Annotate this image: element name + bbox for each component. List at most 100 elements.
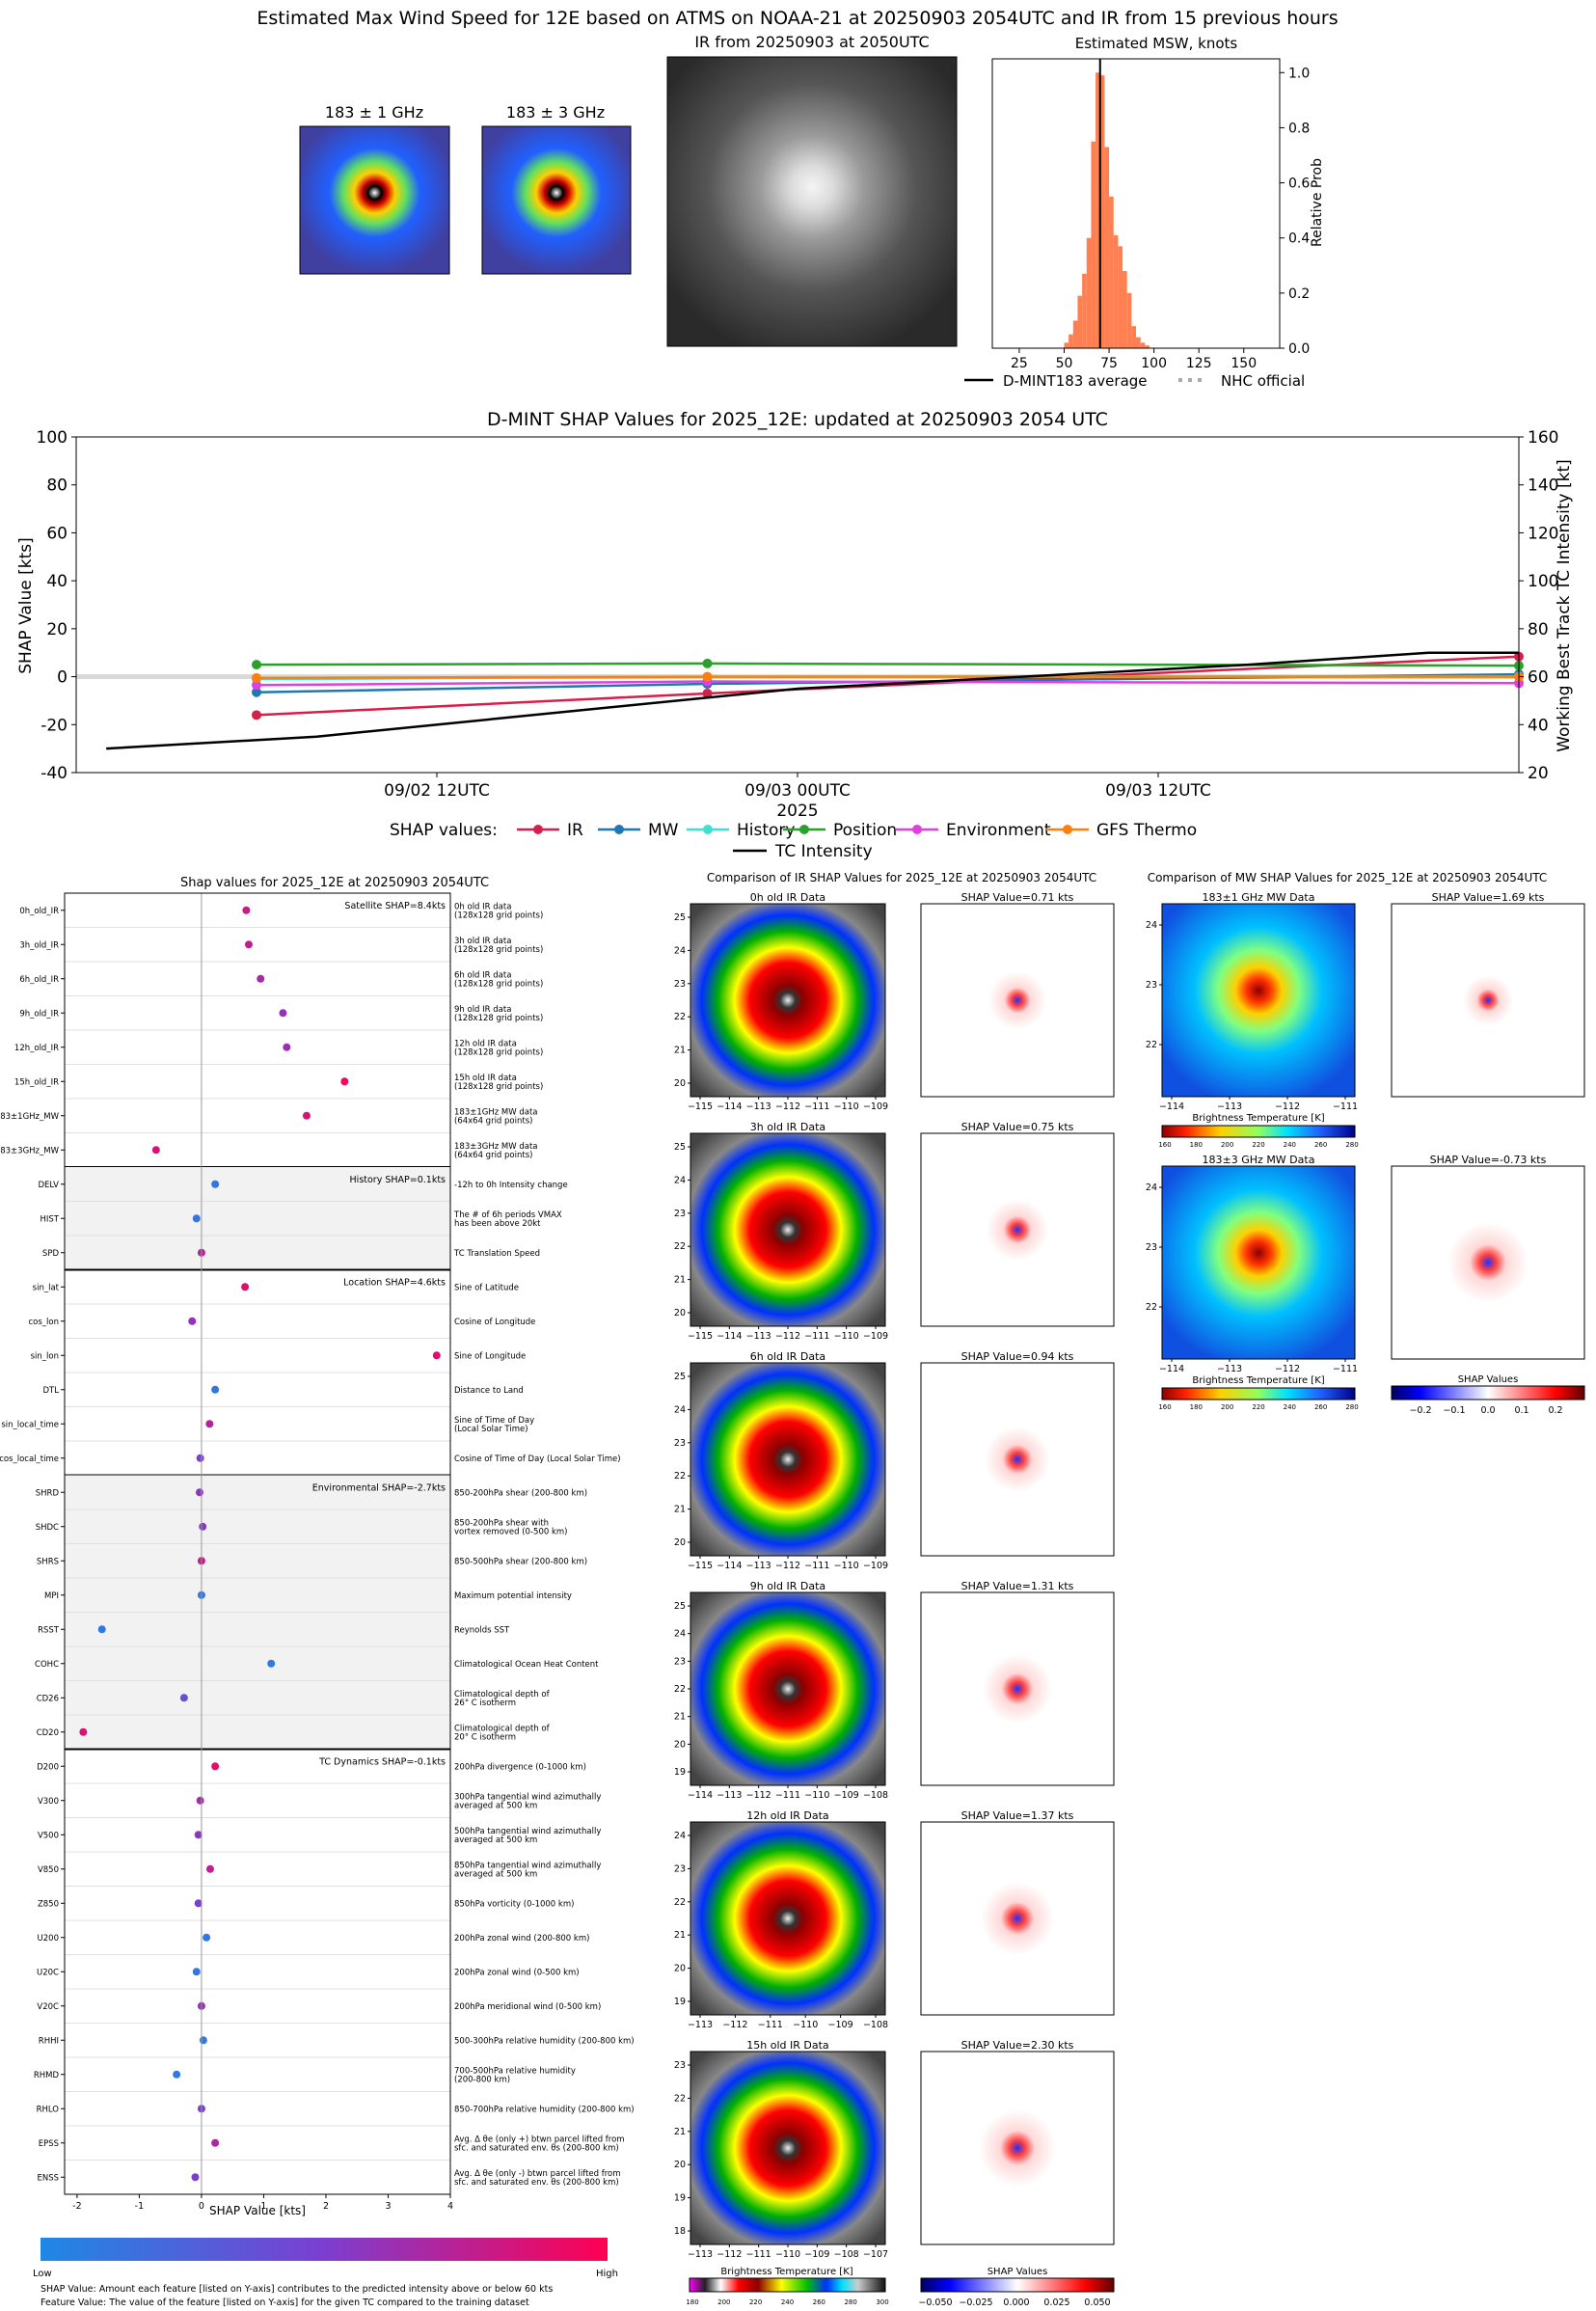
ts-title: D-MINT SHAP Values for 2025_12E: updated… <box>487 409 1108 430</box>
feature-description-line: 3h old IR data <box>454 937 511 946</box>
feature-shap-point <box>211 1385 220 1394</box>
ir-cbar-tick: 200 <box>717 2298 730 2306</box>
feature-description: Climatological depth of 20° C isotherm <box>454 1724 551 1742</box>
feature-description-line: 850hPa tangential wind azimuthally <box>454 1861 601 1870</box>
mw-xtick-label: −112 <box>1275 1101 1300 1112</box>
mw-comparison-panel: Comparison of MW SHAP Values for 2025_12… <box>1146 871 1585 1416</box>
feature-description-line: 300hPa tangential wind azimuthally <box>454 1792 601 1802</box>
feature-description: Cosine of Longitude <box>454 1318 535 1327</box>
ir-ytick-label: 22 <box>674 1471 686 1482</box>
ir-ytick-label: 25 <box>674 1142 686 1153</box>
feature-description-line: 500-300hPa relative humidity (200-800 km… <box>454 2036 635 2046</box>
feature-name: sin_local_time <box>1 1420 59 1429</box>
mw-xtick-label: −113 <box>1217 1101 1242 1112</box>
feature-description-line: (128x128 grid points) <box>454 1014 543 1023</box>
feature-description-line: Sine of Latitude <box>454 1283 519 1292</box>
ir-shap-hotspot <box>985 1427 1050 1492</box>
feature-name: V20C <box>37 2002 59 2012</box>
ir-thumbnail: IR from 20250903 at 2050UTC <box>666 33 958 347</box>
feature-shap-point <box>340 1077 349 1086</box>
ts-frame <box>75 436 1520 774</box>
series-line-position <box>256 662 1520 667</box>
feature-shap-point <box>211 2138 220 2147</box>
ir-xtick-label: −108 <box>863 2020 888 2030</box>
legend-nhc-label: NHC official <box>1221 372 1305 390</box>
feature-shap-point <box>211 1762 220 1771</box>
legend-marker <box>799 825 809 834</box>
hist-xtick-label: 125 <box>1186 356 1212 371</box>
ir-xtick-label: −110 <box>834 1561 859 1571</box>
series-point <box>702 688 713 698</box>
feature-name: cos_lon <box>28 1318 59 1327</box>
ir-xtick-label: −113 <box>746 1331 771 1342</box>
series-point <box>252 687 261 697</box>
ir-image <box>690 1591 886 1786</box>
series-line-gfs-thermo <box>256 675 1519 680</box>
legend-marker <box>912 825 922 834</box>
feature-description: Avg. Δ θe (only -) btwn parcel lifted fr… <box>454 2169 621 2188</box>
mw-xtick-label: −113 <box>1217 1364 1242 1374</box>
ir-ytick-label: 19 <box>674 2193 686 2204</box>
feature-description: Sine of Time of Day (Local Solar Time) <box>454 1416 534 1434</box>
mw-shap-cbar-tick: 0.2 <box>1548 1405 1562 1416</box>
feature-description-line: 12h old IR data <box>454 1039 517 1048</box>
ir-image <box>690 1132 886 1327</box>
ir-cbar-tick: 240 <box>781 2298 794 2306</box>
hist-bar <box>1118 246 1123 348</box>
legend-title: SHAP values: <box>390 821 498 840</box>
mw-cbar-tick: 280 <box>1345 1403 1358 1411</box>
feature-description-line: The # of 6h periods VMAX <box>453 1210 562 1220</box>
ir-xtick-label: −113 <box>688 2249 713 2260</box>
ts-ytick-label: 100 <box>37 428 68 448</box>
ir-bt-colorbar <box>689 2277 886 2293</box>
legend-marker <box>1063 825 1072 834</box>
feature-description: 0h old IR data (128x128 grid points) <box>454 902 543 920</box>
feature-description-line: 200hPa divergence (0-1000 km) <box>454 1762 586 1772</box>
feature-description-line: 9h old IR data <box>454 1005 511 1015</box>
feat-xtick-label: 4 <box>447 2201 453 2212</box>
feature-description: The # of 6h periods VMAX has been above 2… <box>453 1210 562 1229</box>
feature-shap-point <box>283 1043 291 1051</box>
ts-xtick-label: 09/03 00UTC <box>744 781 851 801</box>
ir-xtick-label: −111 <box>746 2249 771 2260</box>
feature-name: 9h_old_IR <box>19 1009 59 1019</box>
feature-shap-chart: Shap values for 2025_12E at 20250903 205… <box>0 876 635 2308</box>
ir-panel-title: Comparison of IR SHAP Values for 2025_12… <box>707 871 1096 884</box>
feature-description-line: (64x64 grid points) <box>454 1116 532 1126</box>
hist-ylabel: Relative Prob <box>1310 158 1325 247</box>
feature-description: 500hPa tangential wind azimuthally averag… <box>454 1827 601 1845</box>
ir-image <box>690 1362 886 1557</box>
ir-shap-title: SHAP Value=0.71 kts <box>961 891 1074 904</box>
legend-label: GFS Thermo <box>1096 821 1197 840</box>
ir-ytick-label: 24 <box>674 1404 686 1415</box>
feature-name: COHC <box>35 1660 59 1670</box>
feature-description: 183±3GHz MW data (64x64 grid points) <box>454 1142 537 1160</box>
ir-xtick-label: −115 <box>688 1561 713 1571</box>
ir-xtick-label: −109 <box>863 1561 888 1571</box>
ir-row-title: 9h old IR Data <box>750 1580 825 1592</box>
ir-ytick-label: 22 <box>674 2093 686 2104</box>
feature-shap-point <box>241 1283 250 1291</box>
feature-name: 6h_old_IR <box>19 975 59 985</box>
mw-ytick-label: 24 <box>1146 1183 1157 1193</box>
feature-description: 15h old IR data (128x128 grid points) <box>454 1074 543 1092</box>
ir-xtick-label: −112 <box>717 2249 742 2260</box>
group-shading <box>65 1167 450 1270</box>
feature-name: SPD <box>42 1249 60 1259</box>
feature-description-line: Reynolds SST <box>454 1625 510 1635</box>
series-point <box>252 672 261 683</box>
hist-bar <box>1091 141 1096 348</box>
feature-description-line: 850-700hPa relative humidity (200-800 km… <box>454 2105 635 2114</box>
feat-xtick-label: 0 <box>199 2201 204 2212</box>
ts-ytick-right-label: 100 <box>1528 572 1558 591</box>
feature-shap-point <box>79 1727 88 1736</box>
feature-description: 300hPa tangential wind azimuthally averag… <box>454 1792 601 1810</box>
feature-name: 15h_old_IR <box>14 1077 59 1087</box>
ir-ytick-label: 21 <box>674 1505 686 1515</box>
feature-name: 0h_old_IR <box>19 907 59 916</box>
feature-description: -12h to 0h Intensity change <box>454 1181 568 1190</box>
feature-name: SHRS <box>37 1557 59 1566</box>
ir-xtick-label: −113 <box>746 1561 771 1571</box>
feature-name: RHLO <box>37 2105 60 2114</box>
feature-description-line: 850-500hPa shear (200-800 km) <box>454 1557 587 1566</box>
